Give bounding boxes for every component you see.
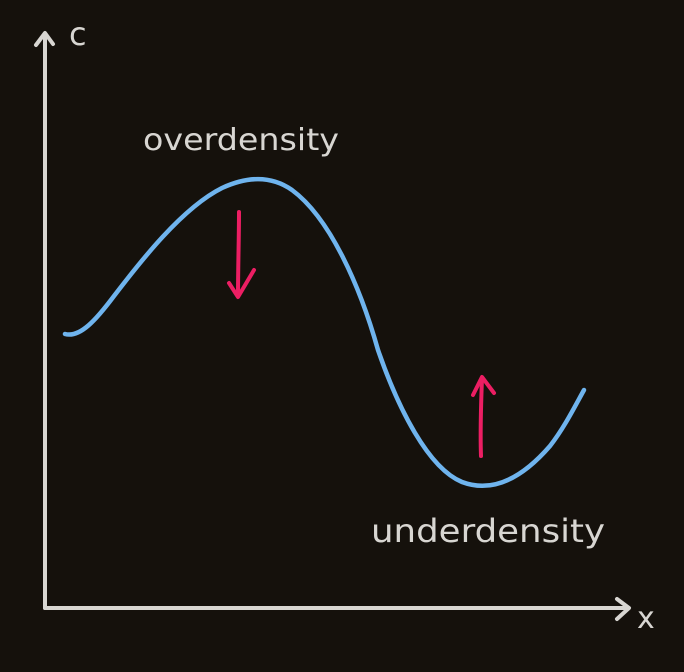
- overdensity-label: overdensity: [143, 123, 339, 158]
- up-arrow-shaft: [478, 376, 484, 458]
- underdensity-arrow-up: [471, 375, 496, 458]
- x-axis-arrowhead: [615, 597, 631, 621]
- y-axis-label: c: [69, 15, 87, 53]
- up-arrow-head: [471, 375, 496, 397]
- underdensity-label: underdensity: [371, 512, 605, 550]
- y-axis-arrowhead: [34, 31, 55, 47]
- down-arrow-head: [227, 268, 256, 299]
- y-axis: [34, 31, 55, 610]
- overdensity-arrow-down: [227, 210, 256, 299]
- down-arrow-shaft: [236, 210, 241, 298]
- density-curve: [62, 177, 587, 488]
- x-axis-label: x: [637, 601, 655, 636]
- x-axis: [43, 597, 631, 621]
